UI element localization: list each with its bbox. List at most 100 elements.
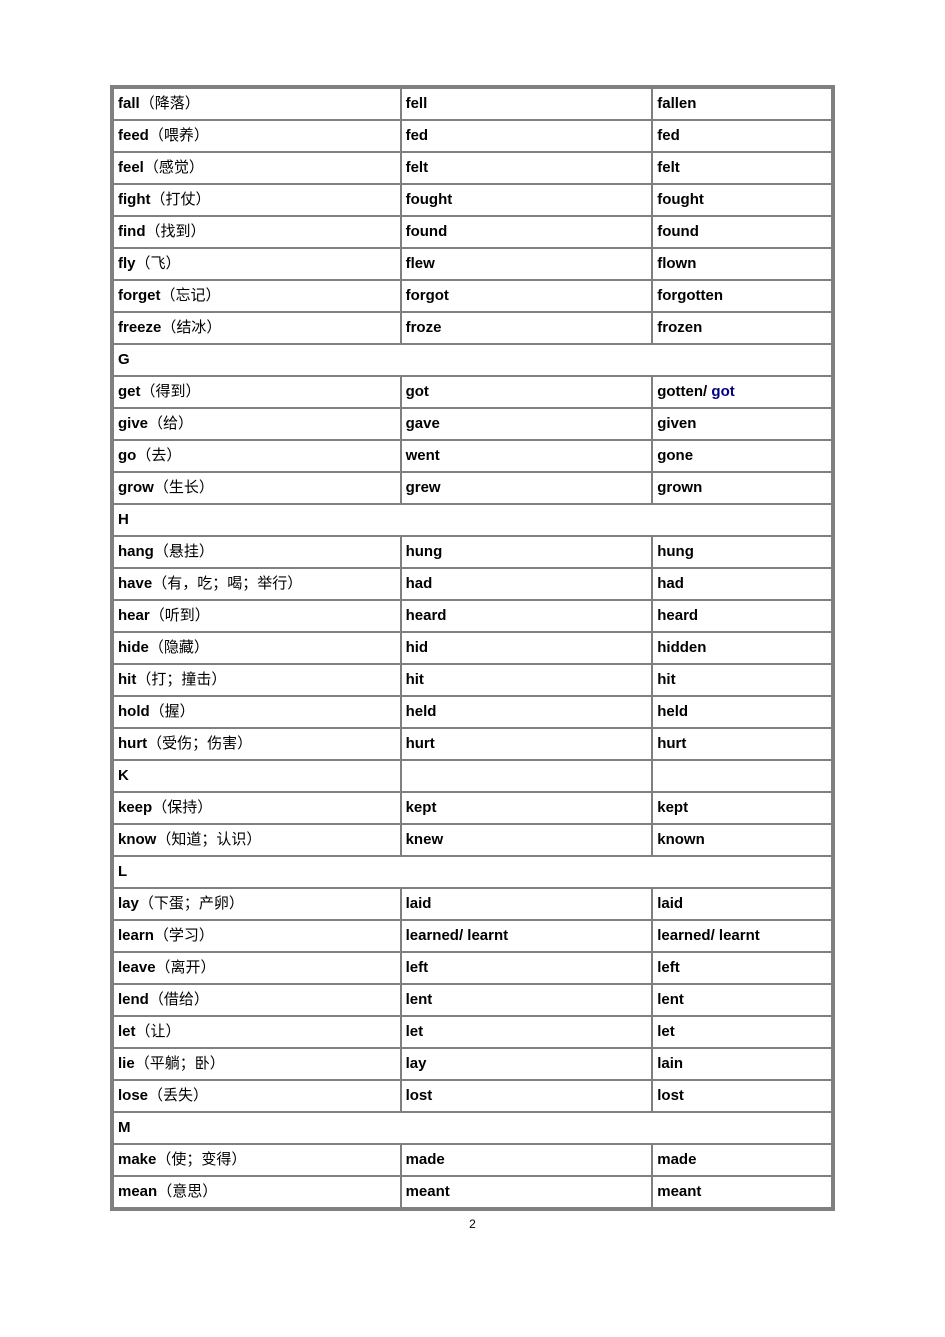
past-participle-text: let: [657, 1023, 675, 1040]
past-tense-cell: felt: [401, 152, 653, 184]
past-tense-cell: grew: [401, 472, 653, 504]
table-row: hear（听到）heardheard: [113, 600, 832, 632]
base-form-cell: let（让）: [113, 1016, 401, 1048]
chinese-meaning-text: （保持）: [152, 799, 212, 816]
past-participle-cell: lain: [652, 1048, 832, 1080]
base-form-cell: feel（感觉）: [113, 152, 401, 184]
table-row: make（使；变得）mademade: [113, 1144, 832, 1176]
past-participle-text: had: [657, 575, 684, 592]
table-row: keep（保持）keptkept: [113, 792, 832, 824]
past-participle-cell: hit: [652, 664, 832, 696]
past-participle-cell: fed: [652, 120, 832, 152]
past-tense-cell: flew: [401, 248, 653, 280]
past-participle-cell: frozen: [652, 312, 832, 344]
past-tense-cell: had: [401, 568, 653, 600]
past-participle-cell: hurt: [652, 728, 832, 760]
chinese-meaning-text: （给）: [148, 415, 193, 432]
base-form-text: know: [118, 831, 156, 848]
past-participle-text: made: [657, 1151, 696, 1168]
chinese-meaning-text: （打；撞击）: [136, 671, 226, 688]
chinese-meaning-text: （让）: [136, 1023, 181, 1040]
empty-cell: [401, 760, 653, 792]
past-participle-cell: let: [652, 1016, 832, 1048]
past-participle-cell: lost: [652, 1080, 832, 1112]
base-form-text: give: [118, 415, 148, 432]
base-form-cell: hurt（受伤；伤害）: [113, 728, 401, 760]
past-participle-text: known: [657, 831, 705, 848]
base-form-cell: give（给）: [113, 408, 401, 440]
chinese-meaning-text: （打仗）: [150, 191, 210, 208]
past-tense-cell: fed: [401, 120, 653, 152]
table-row: lose（丢失）lostlost: [113, 1080, 832, 1112]
chinese-meaning-text: （降落）: [140, 95, 200, 112]
page-number: 2: [110, 1217, 835, 1231]
past-participle-text: found: [657, 223, 699, 240]
past-participle-alt-text: got: [707, 383, 735, 400]
table-row: hide（隐藏）hidhidden: [113, 632, 832, 664]
table-row: lay（下蛋；产卵）laidlaid: [113, 888, 832, 920]
base-form-text: keep: [118, 799, 152, 816]
past-participle-cell: fought: [652, 184, 832, 216]
base-form-cell: hear（听到）: [113, 600, 401, 632]
base-form-cell: hold（握）: [113, 696, 401, 728]
chinese-meaning-text: （隐藏）: [149, 639, 209, 656]
base-form-cell: forget（忘记）: [113, 280, 401, 312]
table-row: M: [113, 1112, 832, 1144]
base-form-cell: fight（打仗）: [113, 184, 401, 216]
table-body: fall（降落）fellfallenfeed（喂养）fedfedfeel（感觉）…: [113, 88, 832, 1208]
past-participle-cell: fallen: [652, 88, 832, 120]
table-row: freeze（结冰）frozefrozen: [113, 312, 832, 344]
base-form-cell: fly（飞）: [113, 248, 401, 280]
chinese-meaning-text: （意思）: [157, 1183, 217, 1200]
base-form-cell: fall（降落）: [113, 88, 401, 120]
base-form-cell: mean（意思）: [113, 1176, 401, 1208]
past-tense-cell: hit: [401, 664, 653, 696]
chinese-meaning-text: （得到）: [141, 383, 201, 400]
past-tense-cell: went: [401, 440, 653, 472]
base-form-text: freeze: [118, 319, 161, 336]
table-row: fight（打仗）foughtfought: [113, 184, 832, 216]
past-participle-cell: held: [652, 696, 832, 728]
base-form-text: grow: [118, 479, 154, 496]
base-form-text: have: [118, 575, 152, 592]
base-form-text: learn: [118, 927, 154, 944]
section-header-cell: G: [113, 344, 832, 376]
past-tense-cell: fought: [401, 184, 653, 216]
table-row: fall（降落）fellfallen: [113, 88, 832, 120]
base-form-cell: grow（生长）: [113, 472, 401, 504]
base-form-text: leave: [118, 959, 156, 976]
table-row: learn（学习）learned/ learntlearned/ learnt: [113, 920, 832, 952]
chinese-meaning-text: （握）: [150, 703, 195, 720]
table-row: fly（飞）flewflown: [113, 248, 832, 280]
base-form-text: feel: [118, 159, 144, 176]
table-row: feed（喂养）fedfed: [113, 120, 832, 152]
base-form-text: hit: [118, 671, 136, 688]
base-form-text: lay: [118, 895, 139, 912]
past-participle-cell: found: [652, 216, 832, 248]
chinese-meaning-text: （结冰）: [161, 319, 221, 336]
past-participle-text: felt: [657, 159, 680, 176]
table-row: know（知道；认识）knewknown: [113, 824, 832, 856]
past-participle-text: flown: [657, 255, 696, 272]
past-participle-cell: felt: [652, 152, 832, 184]
past-participle-cell: flown: [652, 248, 832, 280]
table-row: get（得到）gotgotten/ got: [113, 376, 832, 408]
past-participle-cell: gotten/ got: [652, 376, 832, 408]
past-tense-cell: hurt: [401, 728, 653, 760]
past-participle-cell: hung: [652, 536, 832, 568]
past-participle-cell: heard: [652, 600, 832, 632]
chinese-meaning-text: （忘记）: [161, 287, 221, 304]
past-tense-cell: lay: [401, 1048, 653, 1080]
base-form-cell: have（有，吃；喝；举行）: [113, 568, 401, 600]
base-form-text: hide: [118, 639, 149, 656]
past-tense-cell: knew: [401, 824, 653, 856]
chinese-meaning-text: （下蛋；产卵）: [139, 895, 244, 912]
table-row: grow（生长）grewgrown: [113, 472, 832, 504]
past-participle-cell: made: [652, 1144, 832, 1176]
base-form-text: hang: [118, 543, 154, 560]
table-row: give（给）gavegiven: [113, 408, 832, 440]
chinese-meaning-text: （悬挂）: [154, 543, 214, 560]
chinese-meaning-text: （平躺；卧）: [135, 1055, 225, 1072]
base-form-text: hurt: [118, 735, 147, 752]
base-form-text: make: [118, 1151, 156, 1168]
